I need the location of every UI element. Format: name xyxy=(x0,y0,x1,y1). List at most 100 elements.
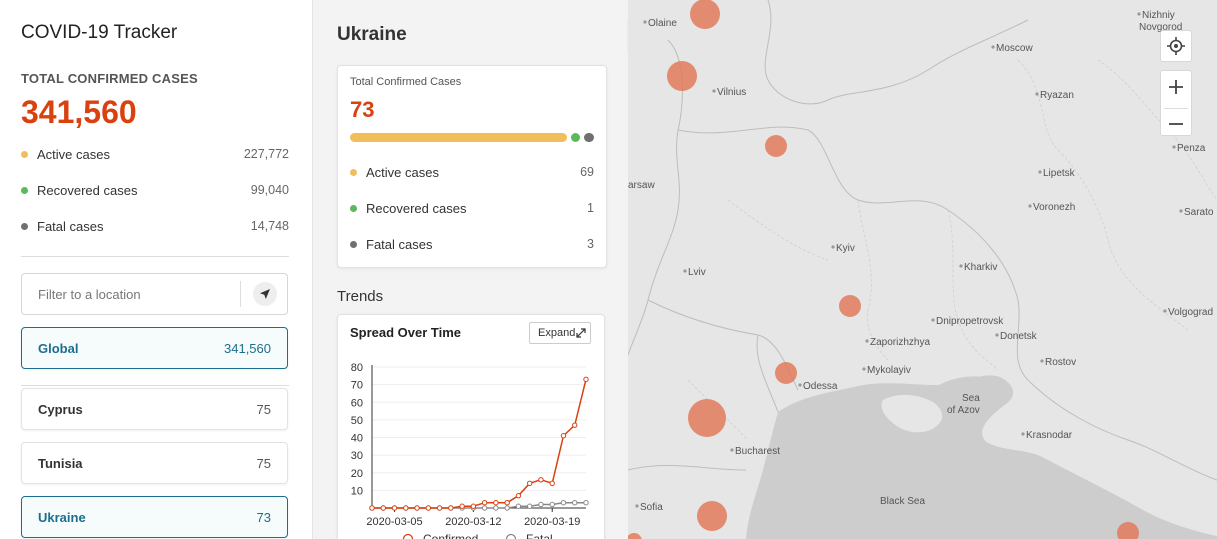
location-name: Global xyxy=(38,341,79,356)
navigation-arrow-icon xyxy=(260,289,270,299)
data-point-confirmed xyxy=(526,480,533,487)
data-point-fatal xyxy=(526,503,533,509)
location-filter[interactable]: Filter to a location xyxy=(21,273,288,315)
x-tick-label: 2020-03-12 xyxy=(445,516,501,528)
data-point-confirmed xyxy=(369,505,375,511)
data-point-confirmed xyxy=(504,500,510,506)
city-label: Black Sea xyxy=(880,496,925,507)
data-point-confirmed xyxy=(549,480,555,487)
active-dot-icon xyxy=(350,169,357,176)
data-point-confirmed xyxy=(436,505,443,511)
stat-label: Recovered cases xyxy=(366,201,467,216)
city-label: Kyiv xyxy=(836,243,855,254)
case-marker[interactable] xyxy=(839,295,861,317)
case-marker[interactable] xyxy=(697,501,727,531)
data-point-confirmed xyxy=(538,477,544,483)
my-location-button[interactable] xyxy=(1160,30,1192,62)
city-dot xyxy=(683,269,687,273)
city-label: arsaw xyxy=(628,180,655,191)
case-markers[interactable] xyxy=(628,0,1139,539)
city-label: Sofia xyxy=(640,502,663,513)
location-item-ukraine[interactable]: Ukraine 73 xyxy=(21,496,288,538)
detail-panel: Ukraine Total Confirmed Cases 73 Active … xyxy=(313,0,628,539)
y-tick-label: 40 xyxy=(351,433,363,445)
total-confirmed-label: TOTAL CONFIRMED CASES xyxy=(21,71,198,86)
case-marker[interactable] xyxy=(628,533,642,539)
city-label: Dnipropetrovsk xyxy=(936,316,1004,327)
data-point-confirmed xyxy=(481,500,488,506)
city-label: Vilnius xyxy=(717,87,746,98)
series-line-confirmed xyxy=(372,379,587,509)
spread-chart-card: Spread Over Time Expand 10 20 30 40 50 60 70 80… xyxy=(337,314,605,539)
city-dot xyxy=(862,367,866,371)
city-label: Bucharest xyxy=(735,446,780,457)
x-tick-label: 2020-03-05 xyxy=(366,516,422,528)
city-label: Nizhniy xyxy=(1142,10,1175,21)
filter-input[interactable]: Filter to a location xyxy=(38,287,141,302)
location-count: 73 xyxy=(256,510,271,525)
city-dot xyxy=(831,245,835,249)
case-marker[interactable] xyxy=(1117,522,1139,539)
y-tick-label: 80 xyxy=(351,362,363,374)
fatal-cases-row: Fatal cases 14,748 xyxy=(21,217,289,237)
location-count: 75 xyxy=(256,402,271,417)
legend-label-confirmed: Confirmed xyxy=(423,532,478,539)
zoom-in-button[interactable] xyxy=(1161,71,1191,103)
city-dot xyxy=(1179,209,1183,213)
city-dot xyxy=(1137,12,1141,16)
expand-icon xyxy=(576,328,586,338)
data-point-confirmed xyxy=(515,492,522,499)
city-dot xyxy=(730,448,734,452)
city-label: Lipetsk xyxy=(1043,168,1076,179)
city-label: of Azov xyxy=(947,405,980,416)
city-label: Kharkiv xyxy=(964,262,997,273)
data-point-confirmed xyxy=(572,422,578,428)
stat-value: 3 xyxy=(587,237,594,251)
zoom-out-button[interactable] xyxy=(1161,109,1191,140)
city-dot xyxy=(991,45,995,49)
city-dot xyxy=(1172,145,1176,149)
locate-me-button[interactable] xyxy=(253,282,277,306)
city-label: Lviv xyxy=(688,267,706,278)
data-point-confirmed xyxy=(425,505,432,511)
y-tick-label: 10 xyxy=(351,485,363,497)
data-point-confirmed xyxy=(403,505,409,511)
case-marker[interactable] xyxy=(690,0,720,29)
data-point-fatal xyxy=(583,500,589,506)
city-dot xyxy=(1021,432,1025,436)
case-marker[interactable] xyxy=(765,135,787,157)
expand-button[interactable]: Expand xyxy=(529,322,591,344)
divider xyxy=(21,256,289,257)
data-point-confirmed xyxy=(560,433,567,439)
location-item-cyprus[interactable]: Cyprus 75 xyxy=(21,388,288,430)
crosshair-icon xyxy=(1167,37,1185,55)
stat-label: Fatal cases xyxy=(366,237,433,252)
sidebar: COVID-19 Tracker TOTAL CONFIRMED CASES 3… xyxy=(0,0,313,539)
city-label: Rostov xyxy=(1045,357,1076,368)
legend-marker-fatal xyxy=(505,533,517,539)
legend-marker-confirmed xyxy=(402,533,414,539)
location-name: Tunisia xyxy=(38,456,83,471)
location-item-global[interactable]: Global 341,560 xyxy=(21,327,288,369)
city-label: Sea xyxy=(962,393,980,404)
data-point-fatal xyxy=(481,505,488,511)
stat-label: Active cases xyxy=(366,165,439,180)
case-marker[interactable] xyxy=(688,399,726,437)
country-borders xyxy=(628,0,1217,481)
fatal-cases-row: Fatal cases 3 xyxy=(350,235,594,255)
case-marker[interactable] xyxy=(775,362,797,384)
city-dot xyxy=(1028,204,1032,208)
spread-line-chart: 10 20 30 40 50 60 70 80 2020-03-05 2020-03-12 2020… xyxy=(351,362,589,539)
case-marker[interactable] xyxy=(667,61,697,91)
map[interactable]: Olaine Nizhniy Novgorod Moscow Vilnius Ryazan… xyxy=(628,0,1217,539)
location-item-tunisia[interactable]: Tunisia 75 xyxy=(21,442,288,484)
city-dot xyxy=(1035,92,1039,96)
sea-of-azov xyxy=(924,376,1001,418)
summary-card: Total Confirmed Cases 73 Active cases 69… xyxy=(337,65,607,268)
y-tick-label: 30 xyxy=(351,450,363,462)
recovered-dot-icon xyxy=(21,187,28,194)
location-name: Ukraine xyxy=(38,510,86,525)
city-label: Moscow xyxy=(996,43,1033,54)
data-point-confirmed xyxy=(414,505,420,511)
